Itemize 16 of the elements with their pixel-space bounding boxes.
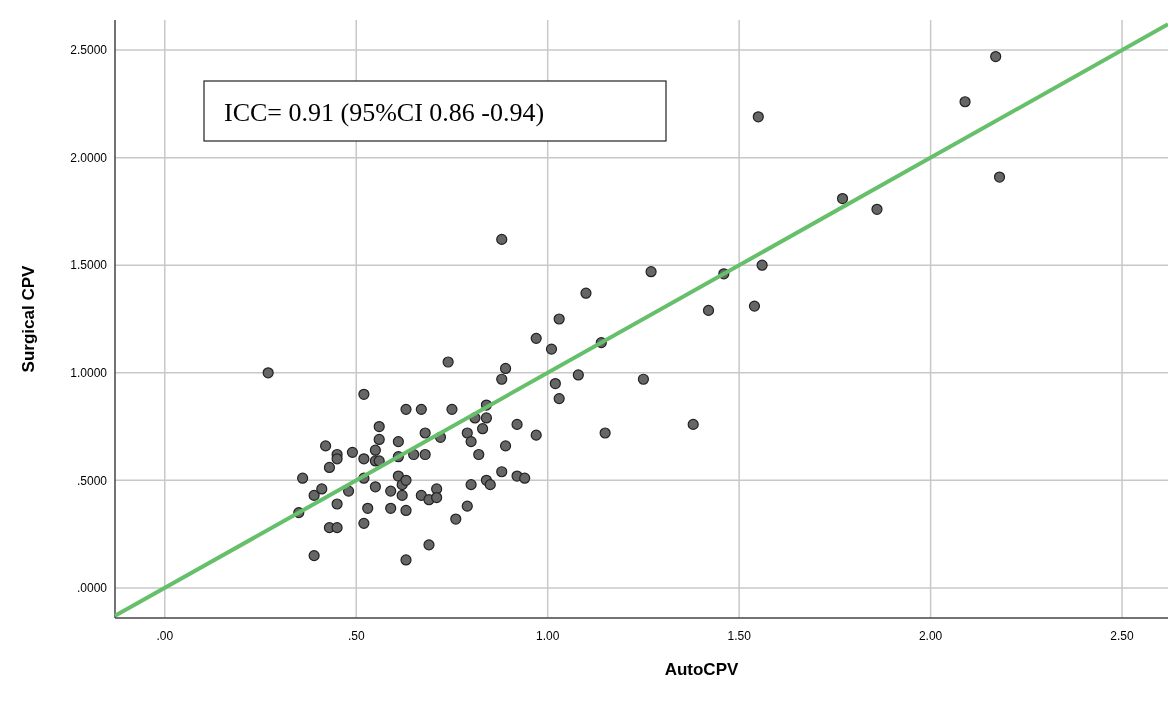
x-tick-label: .50 — [347, 629, 365, 643]
x-tick-label: 2.50 — [1110, 629, 1135, 643]
y-tick-label: 1.0000 — [70, 365, 108, 380]
x-tick-label: .00 — [156, 629, 174, 643]
annotation: ICC= 0.91 (95%CI 0.86 -0.94) — [224, 98, 545, 127]
y-tick-label: .5000 — [76, 473, 108, 488]
x-tick-label: 2.00 — [918, 629, 943, 643]
x-axis-title: AutoCPV — [664, 660, 739, 679]
x-tick-label: 1.00 — [536, 629, 560, 643]
annotation-box: ICC= 0.91 (95%CI 0.86 -0.94) — [203, 80, 667, 142]
y-tick-label: 2.0000 — [70, 150, 108, 165]
y-tick-label: .0000 — [76, 581, 108, 596]
x-tick-label: 1.50 — [727, 629, 752, 643]
y-axis-title: Surgical CPV — [19, 264, 38, 373]
y-tick-label: 2.5000 — [70, 43, 108, 58]
y-tick-label: 1.5000 — [70, 258, 108, 273]
